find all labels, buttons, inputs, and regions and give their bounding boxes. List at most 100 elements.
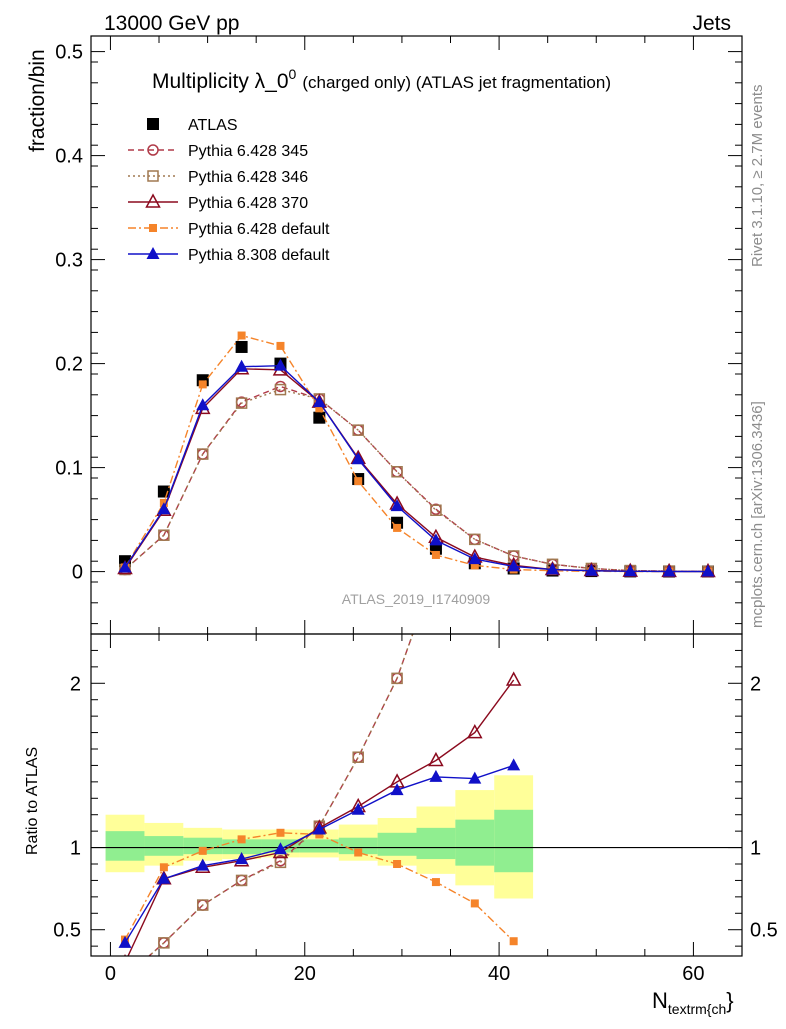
legend-label-pythia-6-428-370: Pythia 6.428 370 <box>188 195 308 212</box>
ratio-point-pythia-6-428-default-8 <box>431 878 440 887</box>
ratio-point-pythia-6-428-345-0 <box>120 972 130 982</box>
main-point-pythia-6-428-default-3 <box>237 331 246 340</box>
main-point-pythia-6-428-346-6 <box>352 424 364 436</box>
ratio-uncertainty-bands <box>105 775 534 899</box>
title-superscript: 0 <box>289 66 297 82</box>
band-inner-5 <box>299 839 339 853</box>
title-main: Multiplicity λ_0 <box>152 70 289 93</box>
main-point-pythia-8-308-default-2 <box>196 398 210 411</box>
ratio-point-pythia-6-428-default-7 <box>393 860 402 868</box>
main-line-pythia-8-308-default <box>124 364 708 573</box>
band-inner-2 <box>183 837 223 855</box>
legend-label-pythia-6-428-default: Pythia 6.428 default <box>188 221 330 238</box>
band-inner-8 <box>416 827 456 860</box>
main-point-pythia-8-308-default-1 <box>157 502 171 515</box>
ratio-point-pythia-8-308-default-0 <box>118 935 132 948</box>
x-axis-label-tail: } <box>726 988 733 1013</box>
legend-marker-atlas <box>147 118 159 130</box>
main-point-pythia-8-308-default-14 <box>662 564 676 577</box>
ratio-point-pythia-8-308-default-6 <box>351 802 365 815</box>
main-line-pythia-6-428-370 <box>124 368 708 573</box>
legend-label-pythia-6-428-346: Pythia 6.428 346 <box>188 169 308 186</box>
legend-marker-pythia-8-308-default <box>146 247 160 259</box>
main-point-pythia-8-308-default-4 <box>273 358 287 371</box>
x-tick-label: 40 <box>488 963 510 985</box>
main-y-tick-label: 0.1 <box>55 458 83 480</box>
chart-title: Multiplicity λ_00 (charged only) (ATLAS j… <box>152 66 611 93</box>
legend-marker-pythia-6-428-370 <box>145 193 161 208</box>
axis-ticks: 0 0.1 0.2 0.3 0.4 0.5 0 20 40 60 0.5 0.5 1 1 2 2 <box>53 36 778 985</box>
ratio-point-pythia-6-428-345-6 <box>352 751 364 763</box>
ratio-point-pythia-6-428-346-8 <box>431 563 441 573</box>
ratio-point-pythia-6-428-345-10 <box>509 185 519 195</box>
ratio-point-pythia-6-428-346-6 <box>352 751 364 763</box>
main-line-pythia-6-428-345 <box>124 385 708 573</box>
main-point-pythia-6-428-346-4 <box>274 383 287 396</box>
legend-marker-pythia-6-428-345 <box>147 144 159 156</box>
main-point-pythia-6-428-default-2 <box>198 380 207 389</box>
band-inner-10 <box>494 809 534 873</box>
main-point-pythia-6-428-345-7 <box>391 466 403 478</box>
ratio-y-axis-label: Ratio to ATLAS <box>24 747 41 855</box>
main-point-pythia-8-308-default-6 <box>351 452 365 465</box>
reference-analysis-label: ATLAS_2019_I1740909 <box>342 591 491 607</box>
main-point-pythia-6-428-346-2 <box>196 448 209 460</box>
band-inner-0 <box>105 831 145 861</box>
main-point-pythia-8-308-default-0 <box>118 560 132 573</box>
ratio-point-pythia-8-308-default-2 <box>196 858 210 871</box>
main-line-pythia-6-428-default <box>124 334 708 573</box>
ratio-point-pythia-6-428-346-0 <box>120 972 130 982</box>
main-y-tick-label: 0.3 <box>55 250 83 272</box>
ratio-point-pythia-6-428-346-2 <box>196 899 209 911</box>
main-point-pythia-6-428-default-5 <box>315 404 324 413</box>
band-inner-9 <box>455 819 495 866</box>
legend-label-pythia-6-428-345: Pythia 6.428 345 <box>188 143 308 160</box>
ratio-point-pythia-6-428-346-1 <box>158 937 170 949</box>
main-point-pythia-8-308-default-5 <box>312 395 326 408</box>
ratio-y-tick-label: 2 <box>70 673 81 695</box>
main-point-pythia-6-428-346-3 <box>235 397 248 409</box>
header-jets-label: Jets <box>692 12 731 35</box>
main-point-pythia-8-308-default-3 <box>235 359 249 372</box>
ratio-point-pythia-8-308-default-4 <box>273 842 287 855</box>
x-tick-label: 60 <box>682 963 704 985</box>
ratio-point-pythia-8-308-default-8 <box>429 769 443 782</box>
title-rest: (charged only) (ATLAS jet fragmentation) <box>302 73 611 92</box>
band-inner-1 <box>144 836 184 856</box>
legend-marker-pythia-6-428-default <box>149 224 157 232</box>
ratio-point-pythia-6-428-default-1 <box>159 863 168 872</box>
ratio-point-pythia-8-308-default-5 <box>312 822 326 835</box>
main-line-pythia-6-428-346 <box>124 388 708 573</box>
x-tick-label: 0 <box>105 963 116 985</box>
mcplots-label: mcplots.cern.ch [arXiv:1306.3436] <box>749 401 766 628</box>
ratio-point-pythia-6-428-345-9 <box>470 366 480 376</box>
panel-frames <box>90 35 743 957</box>
main-point-pythia-8-308-default-13 <box>623 564 637 577</box>
legend-marker-pythia-6-428-346 <box>147 170 159 182</box>
ratio-point-pythia-6-428-default-9 <box>470 899 479 908</box>
main-point-pythia-8-308-default-11 <box>546 562 560 575</box>
header-energy-label: 13000 GeV pp <box>104 12 239 35</box>
ratio-y-tick-label-right: 2 <box>750 673 761 695</box>
main-point-pythia-6-428-346-9 <box>469 533 481 546</box>
main-y-axis-label: fraction/bin <box>26 49 49 152</box>
ratio-point-pythia-6-428-370-9 <box>467 723 483 739</box>
ratio-point-pythia-8-308-default-1 <box>157 871 171 884</box>
rivet-version-label: Rivet 3.1.10, ≥ 2.7M events <box>749 85 766 268</box>
main-point-pythia-8-308-default-9 <box>468 552 482 565</box>
x-axis-label-main: N <box>652 988 668 1013</box>
ratio-point-pythia-8-308-default-3 <box>235 852 249 865</box>
ratio-point-pythia-6-428-346-7 <box>391 672 403 685</box>
ratio-point-pythia-6-428-346-10 <box>509 185 519 195</box>
main-point-pythia-6-428-default-4 <box>276 341 285 350</box>
main-y-tick-label: 0.4 <box>55 146 83 168</box>
x-tick-label: 20 <box>294 963 316 985</box>
ratio-y-tick-label: 0.5 <box>53 920 81 942</box>
ratio-point-pythia-6-428-345-8 <box>431 563 441 573</box>
ratio-panel-frame <box>90 633 743 957</box>
main-point-pythia-6-428-346-8 <box>430 504 442 516</box>
main-point-pythia-8-308-default-10 <box>507 559 521 572</box>
main-point-pythia-6-428-345-9 <box>469 533 481 546</box>
